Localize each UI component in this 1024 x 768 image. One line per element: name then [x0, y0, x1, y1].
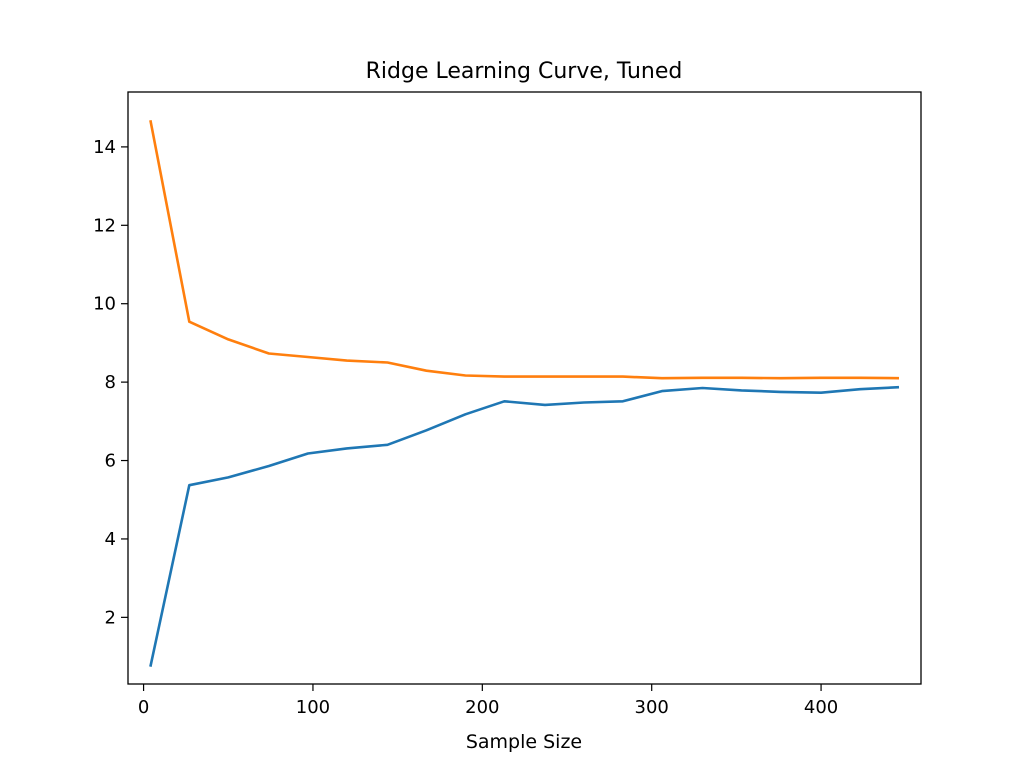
series-line-1 — [149, 385, 900, 667]
x-tick-label: 0 — [138, 697, 149, 718]
x-axis: 0 100 200 300 400 — [138, 684, 838, 718]
y-tick-label: 14 — [93, 137, 116, 158]
y-tick-label: 10 — [93, 294, 116, 315]
y-tick-label: 2 — [105, 607, 116, 628]
y-tick-label: 4 — [105, 529, 116, 550]
plot-frame — [127, 91, 922, 685]
y-tick-label: 6 — [105, 451, 116, 472]
y-tick-label: 8 — [105, 372, 116, 393]
x-tick-label: 400 — [804, 697, 838, 718]
y-tick-label: 12 — [93, 215, 116, 236]
y-axis: 2 4 6 8 10 12 14 — [93, 137, 128, 628]
chart-title: Ridge Learning Curve, Tuned — [366, 59, 683, 84]
x-tick-label: 100 — [296, 697, 330, 718]
x-tick-label: 300 — [635, 697, 669, 718]
series-layer — [149, 119, 900, 667]
series-line-2 — [149, 119, 900, 380]
x-axis-label: Sample Size — [466, 731, 582, 753]
x-tick-label: 200 — [465, 697, 499, 718]
